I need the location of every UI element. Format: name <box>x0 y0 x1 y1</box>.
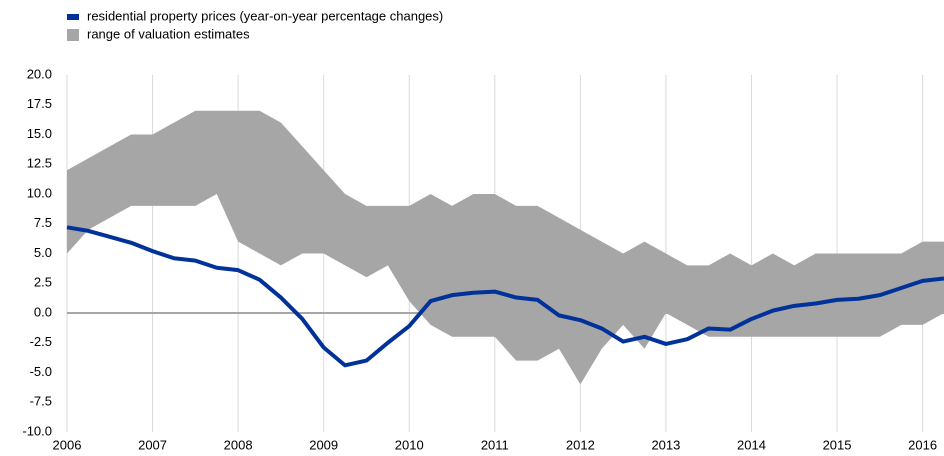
legend-swatch <box>67 29 79 41</box>
y-tick-label: -7.5 <box>30 394 52 409</box>
y-tick-label: 12.5 <box>27 156 52 171</box>
legend-label: residential property prices (year-on-yea… <box>87 8 443 23</box>
legend-label: range of valuation estimates <box>87 26 250 41</box>
x-tick-label: 2010 <box>395 437 424 452</box>
y-tick-label: 20.0 <box>27 66 52 81</box>
x-tick-label: 2013 <box>651 437 680 452</box>
y-tick-label: 7.5 <box>34 215 52 230</box>
y-tick-label: 17.5 <box>27 96 52 111</box>
x-tick-label: 2011 <box>481 437 509 452</box>
x-tick-label: 2016 <box>908 437 937 452</box>
x-tick-label: 2006 <box>53 437 82 452</box>
x-tick-label: 2014 <box>737 437 766 452</box>
y-tick-label: -2.5 <box>30 334 52 349</box>
x-tick-label: 2009 <box>309 437 338 452</box>
y-tick-label: 15.0 <box>27 126 52 141</box>
x-tick-label: 2008 <box>224 437 253 452</box>
x-tick-label: 2015 <box>823 437 852 452</box>
y-tick-label: 5.0 <box>34 245 52 260</box>
y-tick-label: 10.0 <box>27 185 52 200</box>
y-tick-label: -10.0 <box>22 423 52 438</box>
y-tick-label: -5.0 <box>30 364 52 379</box>
price-line <box>66 225 944 368</box>
x-tick-label: 2007 <box>138 437 167 452</box>
x-tick-label: 2012 <box>566 437 595 452</box>
legend-swatch <box>67 14 79 20</box>
range-area <box>67 110 944 385</box>
y-tick-label: 2.5 <box>34 275 52 290</box>
y-tick-label: 0.0 <box>34 304 52 319</box>
